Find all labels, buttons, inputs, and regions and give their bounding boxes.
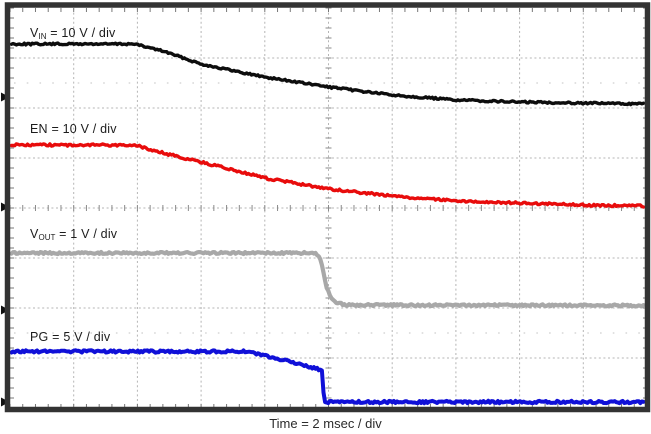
en-label-scale: = 10 V / div [47, 122, 117, 136]
time-axis-label: Time = 2 msec / div [269, 416, 382, 431]
en-scale-label: EN = 10 V / div [30, 122, 117, 137]
vout-label-subscript: OUT [38, 233, 56, 242]
vin-scale-label: VIN = 10 V / div [30, 26, 116, 41]
trace-pg [9, 348, 646, 406]
vout-label-text: V [30, 227, 39, 241]
pg-label-text: PG [30, 330, 49, 344]
trace-vin [9, 41, 646, 107]
trace-en [9, 142, 646, 209]
vout-label-scale: = 1 V / div [55, 227, 118, 241]
en-label-text: EN [30, 122, 48, 136]
pg-scale-label: PG = 5 V / div [30, 330, 110, 345]
vin-label-text: V [30, 26, 39, 40]
plot-frame [4, 2, 651, 413]
pg-label-scale: = 5 V / div [48, 330, 111, 344]
vin-label-scale: = 10 V / div [46, 26, 116, 40]
trace-vout [9, 249, 646, 309]
vout-scale-label: VOUT = 1 V / div [30, 227, 117, 242]
vin-label-subscript: IN [38, 32, 47, 41]
